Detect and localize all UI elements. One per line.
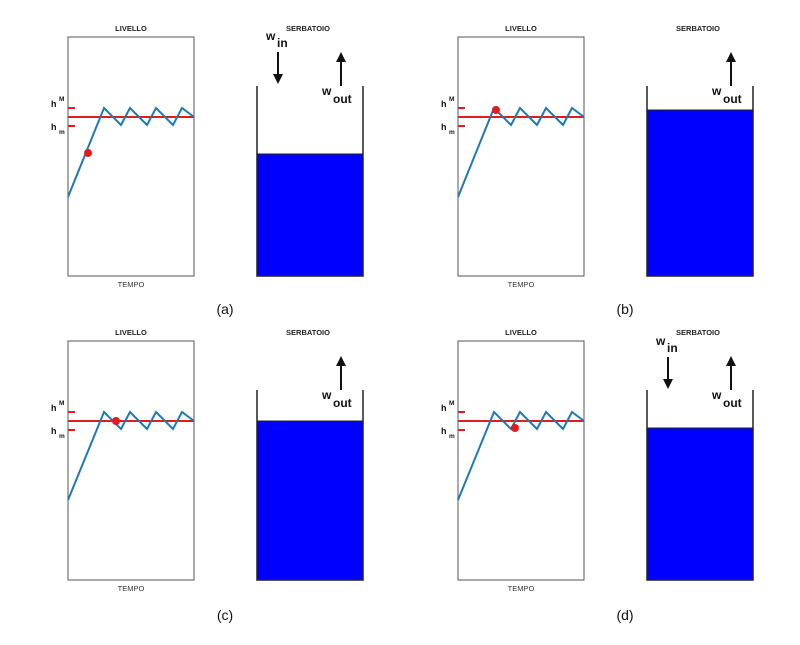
w-in-sub: in [667, 341, 678, 355]
outflow-arrow-head [336, 356, 346, 366]
tank-water [257, 421, 363, 580]
w-out-label: w [321, 388, 332, 402]
h-max-sub: M [449, 96, 454, 103]
time-axis-label: TEMPO [508, 584, 535, 593]
h-max-label: h [441, 99, 447, 109]
h-min-sub: m [449, 433, 455, 440]
h-min-label: h [51, 122, 57, 132]
panel-a: LIVELLO h M h m TEMPO SERBATOIO w in w o… [51, 24, 364, 317]
level-curve [67, 106, 195, 198]
level-chart-title: LIVELLO [505, 328, 537, 337]
panel-caption: (c) [217, 607, 233, 623]
w-out-sub: out [333, 396, 352, 410]
w-in-label: w [265, 29, 276, 43]
current-level-marker [112, 417, 120, 425]
tank-walls [646, 86, 754, 277]
h-min-label: h [441, 426, 447, 436]
tank-water [257, 154, 363, 276]
w-out-label: w [321, 84, 332, 98]
panel-caption: (b) [616, 301, 633, 317]
current-level-marker [84, 149, 92, 157]
tank-water [647, 110, 753, 276]
panel-d: LIVELLO h M h m TEMPO SERBATOIO w in w o… [441, 328, 754, 623]
tank-water [647, 428, 753, 580]
h-min-sub: m [59, 433, 65, 440]
current-level-marker [511, 424, 519, 432]
tank-walls [256, 86, 364, 277]
h-max-sub: M [449, 400, 454, 407]
h-max-label: h [441, 403, 447, 413]
time-axis-label: TEMPO [118, 280, 145, 289]
w-out-label: w [711, 84, 722, 98]
h-min-label: h [441, 122, 447, 132]
level-curve [67, 410, 195, 501]
outflow-arrow-head [336, 52, 346, 62]
tank-title: SERBATOIO [286, 24, 330, 33]
level-chart-frame [67, 36, 195, 277]
level-chart-title: LIVELLO [115, 328, 147, 337]
panel-b: LIVELLO h M h m TEMPO SERBATOIO w out (b… [441, 24, 754, 317]
tank-walls [256, 390, 364, 581]
inflow-arrow-head [273, 74, 283, 84]
w-in-sub: in [277, 36, 288, 50]
tank-title: SERBATOIO [286, 328, 330, 337]
h-max-sub: M [59, 96, 64, 103]
tank-title: SERBATOIO [676, 24, 720, 33]
outflow-arrow-head [726, 356, 736, 366]
level-curve [457, 106, 585, 198]
w-out-sub: out [723, 92, 742, 106]
inflow-arrow-head [663, 379, 673, 389]
level-chart-frame [67, 340, 195, 581]
time-axis-label: TEMPO [508, 280, 535, 289]
outflow-arrow-head [726, 52, 736, 62]
h-max-sub: M [59, 400, 64, 407]
level-curve [457, 410, 585, 501]
w-out-sub: out [333, 92, 352, 106]
w-in-label: w [655, 334, 666, 348]
h-min-sub: m [59, 129, 65, 136]
w-out-label: w [711, 388, 722, 402]
tank-title: SERBATOIO [676, 328, 720, 337]
h-max-label: h [51, 99, 57, 109]
panel-c: LIVELLO h M h m TEMPO SERBATOIO w out (c… [51, 328, 364, 623]
h-min-sub: m [449, 129, 455, 136]
h-max-label: h [51, 403, 57, 413]
panel-caption: (d) [616, 607, 633, 623]
level-chart-frame [457, 340, 585, 581]
tank-walls [646, 390, 754, 581]
time-axis-label: TEMPO [118, 584, 145, 593]
level-chart-title: LIVELLO [505, 24, 537, 33]
level-chart-title: LIVELLO [115, 24, 147, 33]
panel-caption: (a) [216, 301, 233, 317]
w-out-sub: out [723, 396, 742, 410]
level-chart-frame [457, 36, 585, 277]
current-level-marker [492, 106, 500, 114]
h-min-label: h [51, 426, 57, 436]
